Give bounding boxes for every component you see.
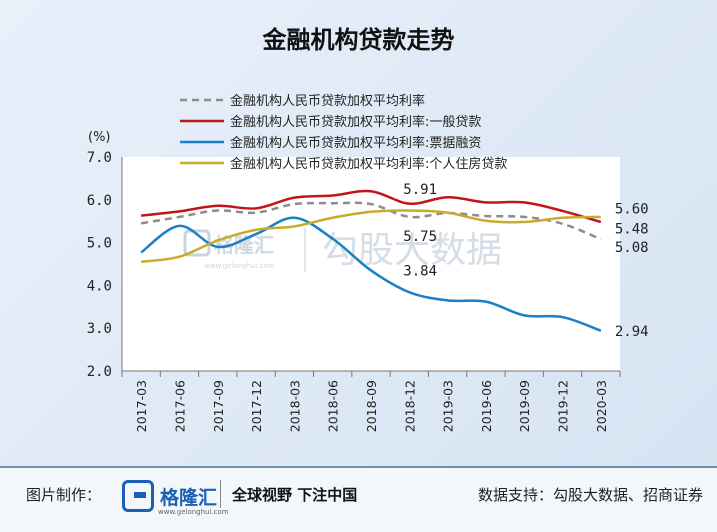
y-tick-label: 4.0 <box>87 278 112 294</box>
x-tick-label: 2019-12 <box>556 380 571 432</box>
series-line <box>140 209 601 264</box>
logo-url: www.gelonghui.com <box>158 508 229 516</box>
series-line <box>140 201 602 241</box>
y-tick-label: 3.0 <box>87 321 112 337</box>
data-source: 数据支持：勾股大数据、招商证券 <box>477 486 703 504</box>
x-tick-label: 2018-03 <box>287 380 302 432</box>
data-label: 5.60 <box>615 201 649 217</box>
x-tick-label: 2017-06 <box>172 380 187 432</box>
x-tick-label: 2017-03 <box>134 380 149 432</box>
series-line <box>141 189 602 224</box>
x-tick-label: 2020-03 <box>594 380 609 432</box>
slogan-divider <box>220 480 221 508</box>
data-label: 5.48 <box>615 221 649 237</box>
logo-icon <box>122 480 154 512</box>
watermark-logo-text: 格隆汇 <box>214 233 274 257</box>
x-tick-label: 2019-03 <box>441 380 456 432</box>
x-tick-label: 2018-06 <box>326 380 341 432</box>
x-tick-label: 2018-12 <box>402 380 417 432</box>
y-tick-label: 5.0 <box>87 236 112 252</box>
chart-title: 金融机构贷款走势 <box>262 26 455 54</box>
x-tick-label: 2019-09 <box>517 380 532 432</box>
x-tick-label: 2019-06 <box>479 380 494 432</box>
legend-label: 金融机构人民币贷款加权平均利率 <box>230 93 425 109</box>
data-label: 2.94 <box>615 324 649 340</box>
watermark-text: 勾股大数据 <box>322 230 502 271</box>
plot-area <box>122 157 620 371</box>
y-tick-label: 2.0 <box>87 364 112 380</box>
legend-label: 金融机构人民币贷款加权平均利率:一般贷款 <box>230 114 481 130</box>
line-chart: 格隆汇 www.gelonghui.com 勾股大数据 7.0 6.0 5.0 4.0 3.0… <box>87 93 649 432</box>
legend-label: 金融机构人民币贷款加权平均利率:票据融资 <box>230 135 481 151</box>
x-tick-label: 2017-09 <box>211 380 226 432</box>
credit-label: 图片制作： <box>26 486 102 504</box>
logo-text: 格隆汇 <box>160 486 218 509</box>
footer-divider <box>0 466 717 468</box>
brand-logo: 格隆汇 <box>122 478 217 514</box>
x-tick-label: 2017-12 <box>249 380 264 432</box>
data-label: 5.08 <box>615 240 649 256</box>
data-label: 5.75 <box>403 229 437 245</box>
y-tick-label: 7.0 <box>87 150 112 166</box>
data-label: 5.91 <box>403 182 437 198</box>
y-tick-label: 6.0 <box>87 193 112 209</box>
series-line <box>140 216 602 332</box>
legend-label: 金融机构人民币贷款加权平均利率:个人住房贷款 <box>230 156 507 172</box>
footer: 图片制作： 格隆汇 www.gelonghui.com 全球视野 下注中国 数据… <box>0 466 717 532</box>
x-tick-label: 2018-09 <box>364 380 379 432</box>
data-label: 3.84 <box>403 263 437 279</box>
y-axis-label: (%) <box>88 130 111 145</box>
slogan: 全球视野 下注中国 <box>232 486 358 504</box>
watermark-url: www.gelonghui.com <box>204 262 275 270</box>
